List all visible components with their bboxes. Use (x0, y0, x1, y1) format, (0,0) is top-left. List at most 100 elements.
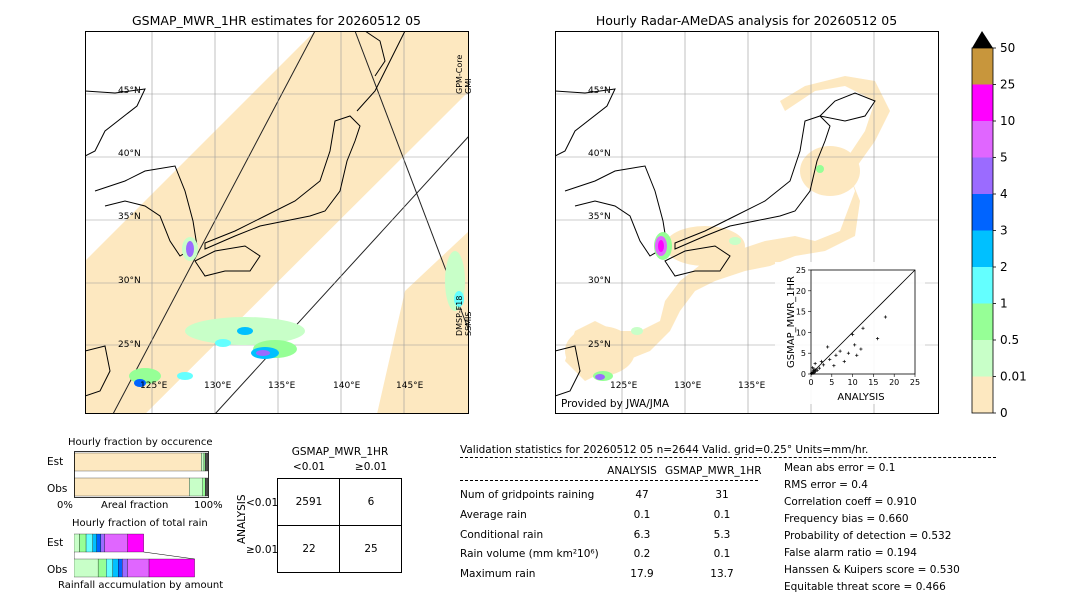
colorbar-block (972, 121, 993, 158)
colorbar-block (972, 157, 993, 194)
score: Equitable threat score = 0.466 (784, 581, 946, 593)
stat-label: Num of gridpoints raining (460, 489, 595, 501)
fraction-segment (201, 452, 205, 472)
stat-gsmap: 13.7 (710, 568, 734, 580)
stat-analysis: 0.2 (633, 548, 651, 560)
right-map-frame (555, 31, 939, 414)
scatter-plot-area: 0 5 10 15 20 25 0 5 10 15 20 25 (796, 266, 920, 387)
colorbar-block (972, 376, 993, 413)
fraction-segment (148, 558, 195, 578)
col-analysis: ANALYSIS (607, 465, 657, 477)
colorbar-label: 3 (1000, 224, 1008, 238)
lon-label: 140°E (333, 381, 361, 391)
scatter-y-tick-label: 25 (796, 266, 806, 275)
lon-label: 135°E (268, 381, 296, 391)
fraction-segment (122, 558, 128, 578)
score: Probability of detection = 0.532 (784, 530, 952, 542)
scatter-point (813, 362, 817, 366)
fraction-segment (189, 477, 203, 497)
colorbar-block (972, 340, 993, 377)
stat-label: Rain volume (mm km²10⁶) (460, 548, 599, 560)
colorbar-labels: 50 25 10 5 4 3 2 1 0.5 0.01 0 (993, 41, 1027, 420)
scatter-point (815, 368, 819, 372)
occurrence-cat-est: Est (47, 456, 64, 468)
stat-label: Maximum rain (460, 568, 536, 580)
lat-label: 40°N (588, 149, 611, 159)
stat-label: Average rain (460, 509, 527, 521)
colorbar-label: 0.5 (1000, 333, 1019, 347)
contingency-cell: 2591 (295, 496, 323, 508)
scatter-point (832, 364, 836, 368)
scatter-y-tick-label: 0 (801, 370, 806, 379)
scatter-point (828, 357, 832, 362)
lon-label: 130°E (674, 381, 702, 391)
colorbar-label: 4 (1000, 187, 1008, 201)
scatter-x-tick-label: 20 (889, 378, 899, 387)
scatter-point (817, 366, 821, 370)
col-gsmap: GSMAP_MWR_1HR (665, 465, 762, 477)
fraction-segment (74, 477, 190, 497)
stat-label: Conditional rain (460, 529, 544, 541)
right-map-title: Hourly Radar-AMeDAS analysis for 2026051… (595, 13, 898, 28)
swath-fill (113, 31, 469, 414)
total-rain-xlabel: Rainfall accumulation by amount (58, 580, 224, 591)
validation-divider (460, 457, 996, 458)
score: Frequency bias = 0.660 (784, 513, 909, 525)
lat-label: 25°N (588, 340, 611, 350)
stat-gsmap: 0.1 (713, 548, 731, 560)
fraction-segment (205, 477, 209, 497)
rain-cells (129, 237, 465, 387)
fraction-segment (79, 533, 87, 553)
occurrence-cat-obs: Obs (47, 483, 68, 495)
stat-analysis: 6.3 (633, 529, 651, 541)
scatter-point (883, 315, 888, 319)
scatter-point (859, 347, 863, 351)
scatter-y-tick-label: 5 (801, 349, 806, 358)
total-rain-title: Hourly fraction of total rain (72, 518, 208, 529)
scatter-point (813, 369, 817, 374)
colorbar-label: 10 (1000, 114, 1015, 128)
fraction-segment (112, 558, 119, 578)
scatter-inset: 0 5 10 15 20 25 0 5 10 15 20 25 ANALYSIS GSMAP_MWR_… (775, 262, 925, 404)
lat-label: 35°N (118, 212, 141, 222)
scatter-ylabel: GSMAP_MWR_1HR (786, 276, 797, 368)
total-rain-chart (74, 533, 195, 578)
scatter-xlabel: ANALYSIS (837, 392, 884, 403)
swath-edge (214, 135, 469, 414)
fraction-segment (127, 533, 144, 553)
scatter-point (851, 332, 855, 337)
colorbar-label: 0 (1000, 406, 1008, 420)
colorbar-block (972, 48, 993, 85)
colorbar-block (972, 267, 993, 304)
fraction-segment (118, 558, 123, 578)
colorbar-label: 5 (1000, 151, 1008, 165)
scatter-x-tick-label: 15 (868, 378, 878, 387)
fraction-segment (97, 558, 107, 578)
coastline (85, 31, 406, 397)
colorbar-block (972, 194, 993, 231)
scatter-x-tick-label: 25 (910, 378, 920, 387)
lat-label: 45°N (118, 86, 141, 96)
lon-label: 130°E (204, 381, 232, 391)
scatter-point (875, 337, 880, 341)
total-rain-cat-est: Est (47, 537, 64, 549)
lat-label: 40°N (118, 149, 141, 159)
score: Correlation coeff = 0.910 (784, 496, 917, 508)
colorbar-extend-arrow (972, 31, 993, 48)
score: Hanssen & Kuipers score = 0.530 (784, 564, 960, 576)
fraction-segment (85, 533, 93, 553)
scatter-y-tick-label: 10 (796, 328, 806, 337)
colorbar-label: 0.01 (1000, 370, 1027, 384)
fraction-segment (92, 533, 97, 553)
contingency-grid (277, 478, 402, 573)
lat-label: 35°N (588, 212, 611, 222)
lon-label: 125°E (610, 381, 638, 391)
scatter-point (842, 359, 846, 364)
colorbar-label: 25 (1000, 78, 1015, 92)
lat-label: 45°N (588, 86, 611, 96)
lat-label: 25°N (118, 340, 141, 350)
one-to-one-line (810, 269, 916, 375)
occurrence-xlabel: Areal fraction (101, 500, 169, 511)
scatter-point (821, 363, 826, 367)
data-credit: Provided by JWA/JMA (561, 398, 670, 410)
